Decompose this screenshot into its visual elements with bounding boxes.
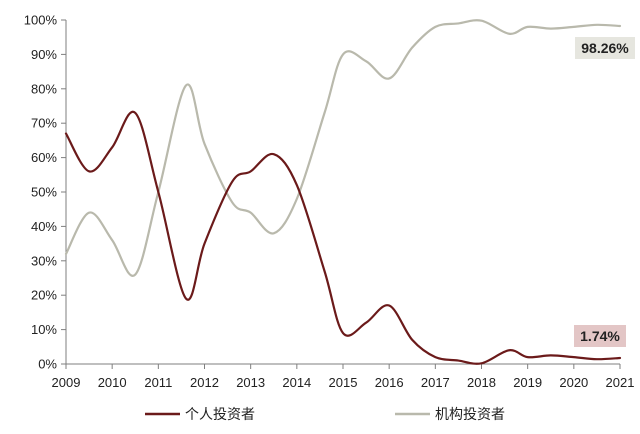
legend: 个人投资者 机构投资者 xyxy=(145,406,505,422)
legend-label: 个人投资者 xyxy=(185,406,255,422)
x-tick-label: 2010 xyxy=(98,375,127,390)
x-tick-label: 2016 xyxy=(375,375,404,390)
y-tick-label: 10% xyxy=(31,322,57,337)
x-tick-label: 2015 xyxy=(329,375,358,390)
legend-label: 机构投资者 xyxy=(435,406,505,422)
x-tick-label: 2017 xyxy=(421,375,450,390)
series-line-institutional-investors xyxy=(64,19,622,277)
y-tick-label: 50% xyxy=(31,185,57,200)
y-tick-label: 90% xyxy=(31,47,57,62)
x-tick-label: 2009 xyxy=(52,375,81,390)
x-tick-label: 2011 xyxy=(144,375,172,390)
series-lines xyxy=(64,19,622,365)
end-value-label: 1.74% xyxy=(580,328,620,344)
y-tick-label: 30% xyxy=(31,253,57,268)
x-tick-label: 2014 xyxy=(282,375,311,390)
y-tick-label: 0% xyxy=(38,357,57,372)
y-tick-label: 60% xyxy=(31,150,57,165)
y-tick-label: 70% xyxy=(31,116,57,131)
y-axis: 0% 10% 20% 30% 40% 50% 60% 70% 80% 90% 100% xyxy=(24,13,67,372)
end-value-label: 98.26% xyxy=(581,40,629,56)
x-tick-label: 2012 xyxy=(190,375,219,390)
x-tick-label: 2021 xyxy=(606,375,635,390)
end-value-callouts: 1.74% 98.26% xyxy=(574,37,635,347)
x-tick-label: 2019 xyxy=(513,375,542,390)
end-value-box xyxy=(575,37,635,59)
y-tick-label: 20% xyxy=(31,288,57,303)
x-axis: 2009 2010 2011 2012 2013 2014 2015 2016 2017 2018… xyxy=(52,363,635,390)
y-tick-label: 80% xyxy=(31,81,57,96)
x-tick-label: 2020 xyxy=(559,375,588,390)
y-tick-label: 40% xyxy=(31,219,57,234)
y-tick-label: 100% xyxy=(24,13,58,28)
series-line-individual-investors xyxy=(64,110,622,365)
x-tick-label: 2013 xyxy=(236,375,265,390)
end-value-box xyxy=(574,325,626,347)
x-tick-label: 2018 xyxy=(467,375,496,390)
